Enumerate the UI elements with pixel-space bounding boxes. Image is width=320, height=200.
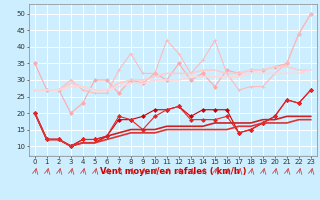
- X-axis label: Vent moyen/en rafales ( km/h ): Vent moyen/en rafales ( km/h ): [100, 167, 246, 176]
